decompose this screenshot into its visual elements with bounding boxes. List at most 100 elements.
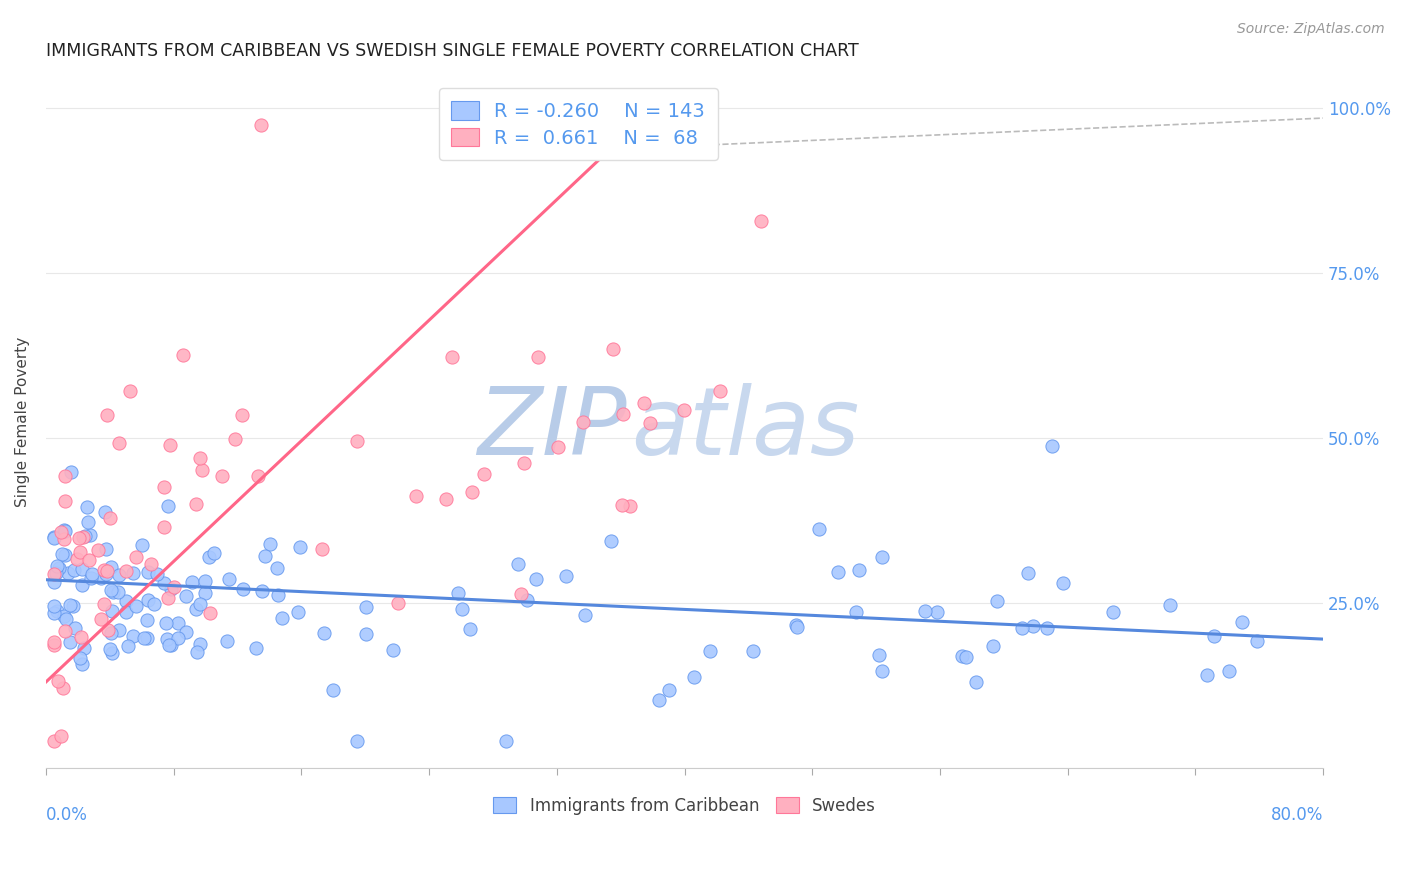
Point bbox=[45, 559, 67, 574]
Point bbox=[136, 632, 159, 646]
Point bbox=[311, 541, 333, 556]
Point bbox=[53, 548, 76, 562]
Point bbox=[191, 463, 214, 477]
Point bbox=[136, 593, 159, 607]
Point bbox=[619, 499, 641, 513]
Point bbox=[1036, 621, 1059, 635]
Point bbox=[571, 415, 593, 429]
Point bbox=[1218, 664, 1240, 678]
Point bbox=[845, 605, 868, 619]
Point bbox=[1040, 439, 1063, 453]
Point bbox=[211, 469, 233, 483]
Point bbox=[100, 560, 122, 574]
Point bbox=[955, 650, 977, 665]
Point bbox=[1102, 605, 1125, 619]
Point bbox=[96, 408, 118, 422]
Point bbox=[42, 567, 65, 582]
Point bbox=[287, 605, 309, 619]
Point bbox=[51, 547, 73, 561]
Text: Source: ZipAtlas.com: Source: ZipAtlas.com bbox=[1237, 22, 1385, 37]
Point bbox=[870, 664, 893, 678]
Point bbox=[157, 500, 180, 514]
Point bbox=[125, 549, 148, 564]
Point bbox=[53, 469, 76, 483]
Point bbox=[633, 396, 655, 410]
Point bbox=[101, 584, 124, 599]
Point bbox=[194, 574, 217, 588]
Point bbox=[42, 532, 65, 546]
Point bbox=[87, 542, 110, 557]
Point bbox=[524, 572, 547, 586]
Point bbox=[121, 629, 143, 643]
Point bbox=[506, 557, 529, 571]
Point bbox=[69, 545, 91, 559]
Point bbox=[160, 582, 183, 596]
Point bbox=[188, 637, 211, 651]
Point bbox=[868, 648, 890, 663]
Point bbox=[1052, 576, 1074, 591]
Point bbox=[153, 575, 176, 590]
Point bbox=[131, 538, 153, 552]
Point bbox=[387, 596, 409, 610]
Y-axis label: Single Female Poverty: Single Female Poverty bbox=[15, 336, 30, 507]
Point bbox=[965, 675, 987, 690]
Point bbox=[174, 625, 197, 640]
Point bbox=[155, 615, 177, 630]
Point bbox=[186, 645, 208, 659]
Point bbox=[647, 693, 669, 707]
Point bbox=[167, 631, 190, 645]
Point bbox=[143, 597, 166, 611]
Point bbox=[247, 469, 270, 483]
Point bbox=[381, 643, 404, 657]
Point bbox=[153, 520, 176, 534]
Point bbox=[742, 643, 765, 657]
Point bbox=[202, 546, 225, 560]
Point bbox=[94, 505, 117, 519]
Point bbox=[96, 541, 118, 556]
Point bbox=[1204, 629, 1226, 643]
Point bbox=[59, 598, 82, 612]
Point bbox=[80, 571, 103, 585]
Point bbox=[59, 635, 82, 649]
Point bbox=[927, 605, 949, 619]
Text: 80.0%: 80.0% bbox=[1271, 805, 1323, 824]
Point bbox=[135, 613, 157, 627]
Point bbox=[167, 615, 190, 630]
Point bbox=[42, 635, 65, 649]
Point bbox=[42, 530, 65, 544]
Legend: Immigrants from Caribbean, Swedes: Immigrants from Caribbean, Swedes bbox=[486, 790, 883, 822]
Point bbox=[184, 497, 207, 511]
Point bbox=[870, 549, 893, 564]
Point bbox=[107, 585, 129, 599]
Point bbox=[245, 641, 267, 656]
Point bbox=[55, 611, 77, 625]
Point bbox=[115, 593, 138, 607]
Point bbox=[1159, 598, 1181, 612]
Point bbox=[200, 607, 222, 621]
Point bbox=[53, 624, 76, 638]
Point bbox=[107, 436, 129, 450]
Point bbox=[72, 657, 94, 671]
Point bbox=[96, 567, 118, 582]
Point bbox=[56, 566, 79, 581]
Point bbox=[163, 580, 186, 594]
Text: IMMIGRANTS FROM CARIBBEAN VS SWEDISH SINGLE FEMALE POVERTY CORRELATION CHART: IMMIGRANTS FROM CARIBBEAN VS SWEDISH SIN… bbox=[46, 42, 859, 60]
Point bbox=[458, 622, 481, 636]
Point bbox=[93, 598, 115, 612]
Point bbox=[77, 553, 100, 567]
Point bbox=[495, 734, 517, 748]
Point bbox=[218, 572, 240, 586]
Point bbox=[156, 591, 179, 606]
Point bbox=[107, 623, 129, 637]
Point bbox=[53, 493, 76, 508]
Point bbox=[451, 601, 474, 615]
Point bbox=[159, 638, 181, 652]
Point bbox=[75, 528, 97, 542]
Point bbox=[174, 589, 197, 603]
Point bbox=[981, 640, 1004, 654]
Text: 0.0%: 0.0% bbox=[46, 805, 87, 824]
Point bbox=[100, 583, 122, 598]
Point bbox=[440, 350, 463, 364]
Point bbox=[146, 567, 169, 582]
Point bbox=[527, 350, 550, 364]
